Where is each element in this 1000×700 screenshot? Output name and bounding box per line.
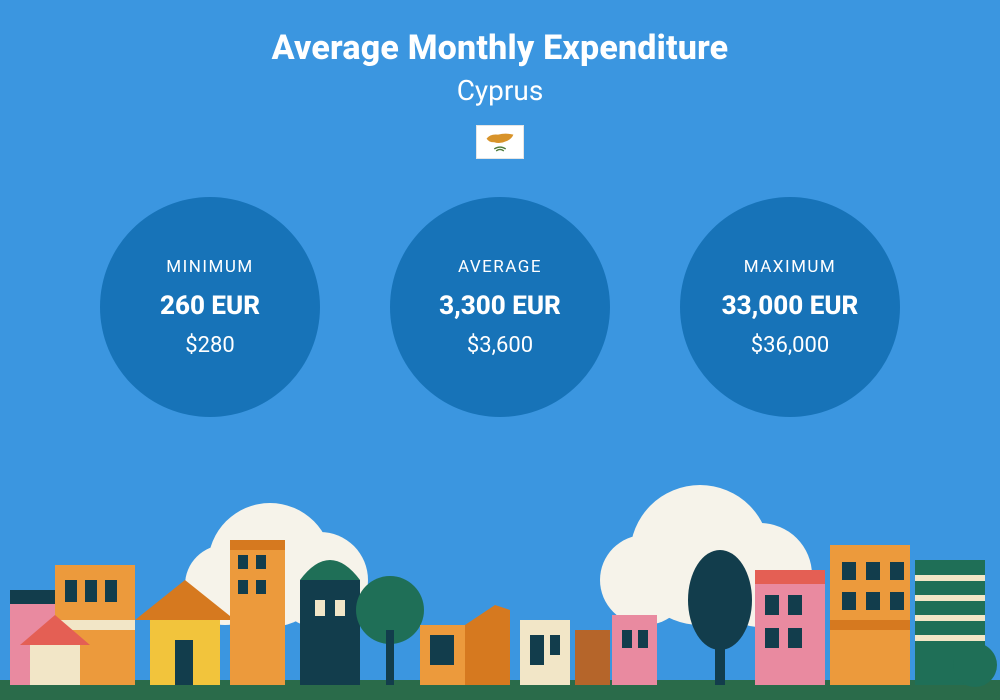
flag-cyprus-icon xyxy=(476,125,524,159)
stat-value-usd: $36,000 xyxy=(751,333,830,358)
stat-label: MAXIMUM xyxy=(744,257,837,277)
stat-circles-row: MINIMUM 260 EUR $280 AVERAGE 3,300 EUR $… xyxy=(0,197,1000,417)
stat-value-eur: 3,300 EUR xyxy=(439,291,561,321)
stat-value-eur: 33,000 EUR xyxy=(722,291,859,321)
stat-value-usd: $3,600 xyxy=(467,333,533,358)
stat-circle-maximum: MAXIMUM 33,000 EUR $36,000 xyxy=(680,197,900,417)
page-subtitle: Cyprus xyxy=(0,74,1000,107)
header: Average Monthly Expenditure Cyprus xyxy=(0,0,1000,159)
stat-label: AVERAGE xyxy=(458,257,542,277)
stat-value-eur: 260 EUR xyxy=(160,291,260,321)
cityscape-illustration xyxy=(0,470,1000,700)
stat-value-usd: $280 xyxy=(185,333,234,358)
stat-label: MINIMUM xyxy=(166,257,253,277)
stat-circle-minimum: MINIMUM 260 EUR $280 xyxy=(100,197,320,417)
infographic-canvas: Average Monthly Expenditure Cyprus MINIM… xyxy=(0,0,1000,700)
stat-circle-average: AVERAGE 3,300 EUR $3,600 xyxy=(390,197,610,417)
page-title: Average Monthly Expenditure xyxy=(0,28,1000,68)
